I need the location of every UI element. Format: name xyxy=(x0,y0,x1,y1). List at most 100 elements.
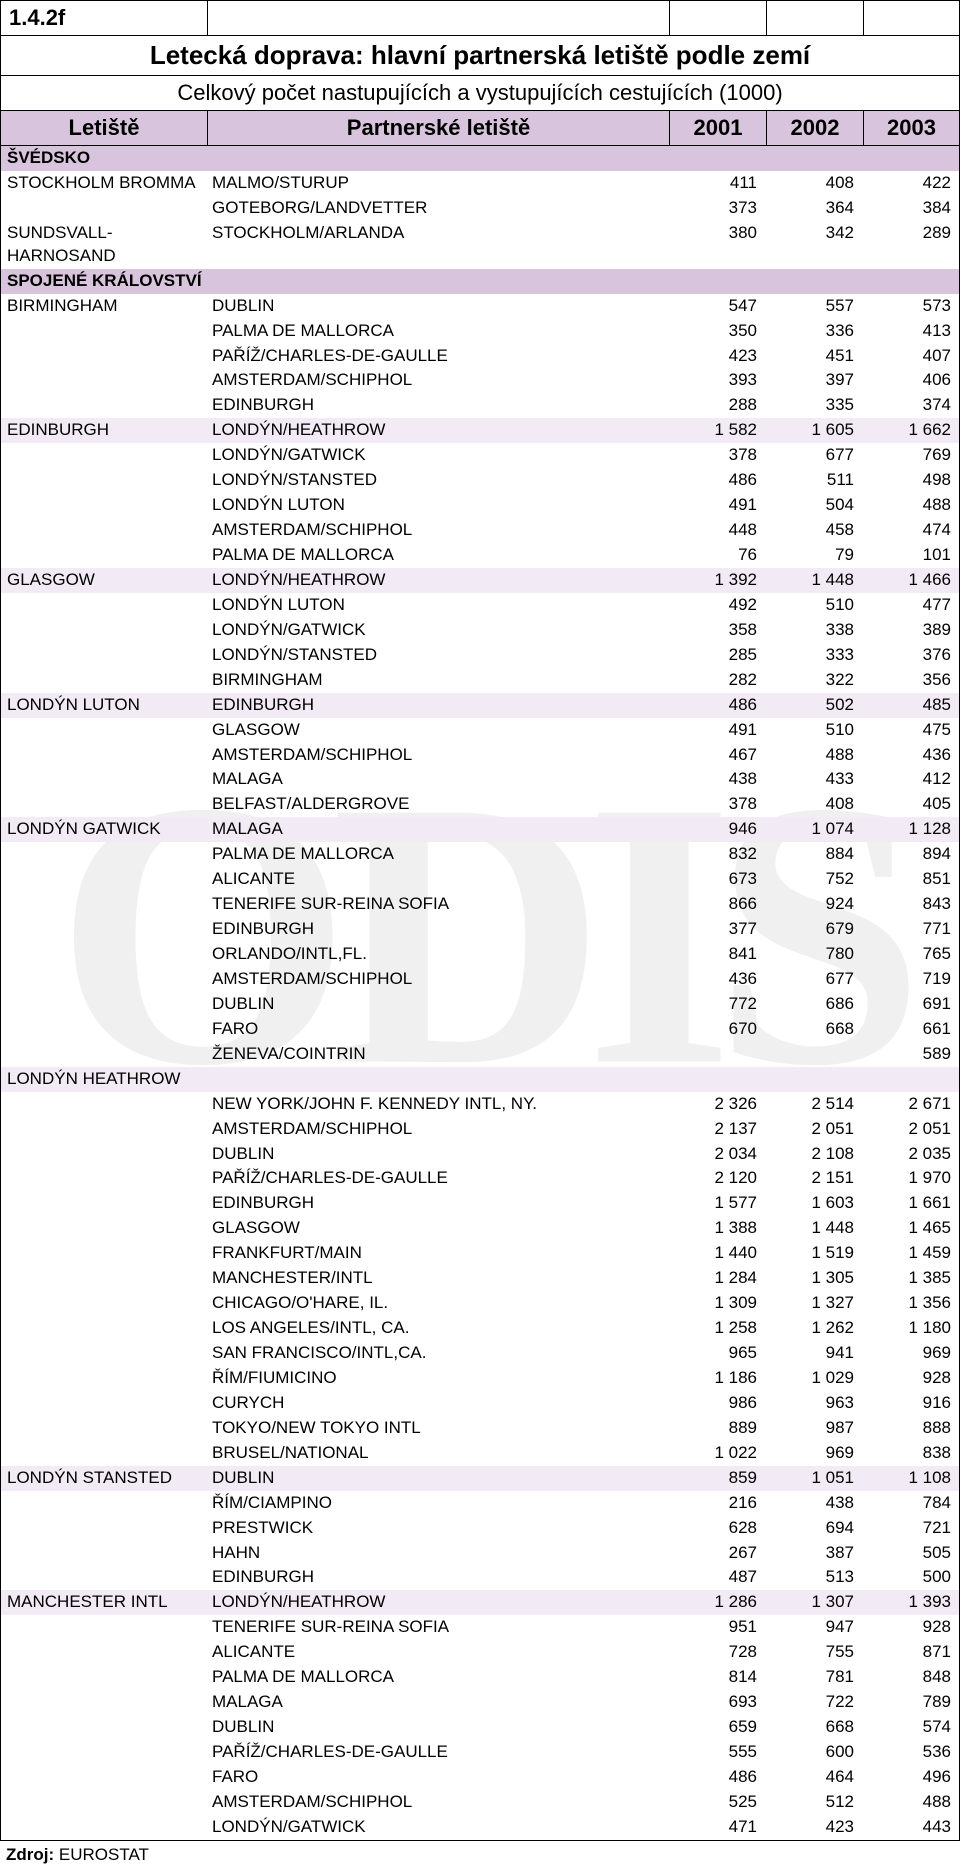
cell-airport: ŠVÉDSKO xyxy=(1,146,208,171)
cell-2002: 2 051 xyxy=(767,1117,864,1142)
cell-2002: 781 xyxy=(767,1665,864,1690)
cell-airport xyxy=(1,1117,208,1142)
cell-2002: 423 xyxy=(767,1815,864,1840)
cell-2002 xyxy=(767,269,864,294)
table-row: EDINBURGH487513500 xyxy=(1,1565,959,1590)
cell-partner: DUBLIN xyxy=(208,1715,670,1740)
cell-2003: 691 xyxy=(864,992,959,1017)
cell-2002: 963 xyxy=(767,1391,864,1416)
cell-2001: 377 xyxy=(670,917,767,942)
cell-2003: 1 180 xyxy=(864,1316,959,1341)
cell-2002: 336 xyxy=(767,319,864,344)
cell-partner: EDINBURGH xyxy=(208,693,670,718)
table-row: GLASGOW491510475 xyxy=(1,718,959,743)
cell-partner: AMSTERDAM/SCHIPHOL xyxy=(208,1117,670,1142)
cell-2001: 866 xyxy=(670,892,767,917)
cell-2003: 384 xyxy=(864,196,959,221)
cell-2002: 694 xyxy=(767,1516,864,1541)
cell-2002: 668 xyxy=(767,1715,864,1740)
cell-2002: 1 029 xyxy=(767,1366,864,1391)
cell-partner xyxy=(208,269,670,294)
cell-2003: 589 xyxy=(864,1042,959,1067)
table-row: ŽENEVA/COINTRIN589 xyxy=(1,1042,959,1067)
cell-airport xyxy=(1,1715,208,1740)
cell-airport xyxy=(1,1166,208,1191)
cell-2003: 289 xyxy=(864,221,959,269)
cell-partner: BRUSEL/NATIONAL xyxy=(208,1441,670,1466)
cell-2002: 722 xyxy=(767,1690,864,1715)
cell-2001: 728 xyxy=(670,1640,767,1665)
cell-airport: GLASGOW xyxy=(1,568,208,593)
cell-2003: 928 xyxy=(864,1366,959,1391)
code-empty-4 xyxy=(767,1,864,35)
table-row: DUBLIN2 0342 1082 035 xyxy=(1,1142,959,1167)
table-row: SUNDSVALL-HARNOSANDSTOCKHOLM/ARLANDA3803… xyxy=(1,221,959,269)
cell-2003: 406 xyxy=(864,368,959,393)
cell-2002: 408 xyxy=(767,792,864,817)
table-row: PALMA DE MALLORCA350336413 xyxy=(1,319,959,344)
cell-2002: 1 448 xyxy=(767,1216,864,1241)
cell-partner: GLASGOW xyxy=(208,1216,670,1241)
cell-airport xyxy=(1,743,208,768)
cell-airport xyxy=(1,344,208,369)
cell-2003: 661 xyxy=(864,1017,959,1042)
cell-partner: DUBLIN xyxy=(208,1466,670,1491)
cell-partner: EDINBURGH xyxy=(208,1565,670,1590)
table-row: FARO486464496 xyxy=(1,1765,959,1790)
table-row: LONDÝN/STANSTED285333376 xyxy=(1,643,959,668)
cell-partner: MALMO/STURUP xyxy=(208,171,670,196)
table-row: LONDÝN LUTONEDINBURGH486502485 xyxy=(1,693,959,718)
cell-2002: 969 xyxy=(767,1441,864,1466)
cell-partner: NEW YORK/JOHN F. KENNEDY INTL, NY. xyxy=(208,1092,670,1117)
cell-partner: TOKYO/NEW TOKYO INTL xyxy=(208,1416,670,1441)
cell-partner: FARO xyxy=(208,1017,670,1042)
cell-partner: SAN FRANCISCO/INTL,CA. xyxy=(208,1341,670,1366)
cell-2002: 2 514 xyxy=(767,1092,864,1117)
cell-airport: LONDÝN GATWICK xyxy=(1,817,208,842)
cell-2002: 335 xyxy=(767,393,864,418)
cell-airport xyxy=(1,1541,208,1566)
cell-2001: 2 034 xyxy=(670,1142,767,1167)
cell-airport xyxy=(1,443,208,468)
cell-2001: 486 xyxy=(670,693,767,718)
cell-airport xyxy=(1,196,208,221)
cell-2003: 789 xyxy=(864,1690,959,1715)
cell-2002: 557 xyxy=(767,294,864,319)
cell-2001: 373 xyxy=(670,196,767,221)
cell-2003: 536 xyxy=(864,1740,959,1765)
cell-2003: 769 xyxy=(864,443,959,468)
cell-partner xyxy=(208,146,670,171)
document-code: 1.4.2f xyxy=(1,1,208,35)
cell-2001 xyxy=(670,1067,767,1092)
cell-airport xyxy=(1,1491,208,1516)
cell-2002: 1 305 xyxy=(767,1266,864,1291)
cell-airport xyxy=(1,1615,208,1640)
cell-airport xyxy=(1,618,208,643)
cell-2003: 2 051 xyxy=(864,1117,959,1142)
cell-airport: SPOJENÉ KRÁLOVSTVÍ xyxy=(1,269,208,294)
cell-2001: 525 xyxy=(670,1790,767,1815)
cell-2001: 492 xyxy=(670,593,767,618)
cell-partner: GOTEBORG/LANDVETTER xyxy=(208,196,670,221)
cell-2002: 511 xyxy=(767,468,864,493)
cell-2002: 333 xyxy=(767,643,864,668)
cell-2002: 387 xyxy=(767,1541,864,1566)
cell-2001: 378 xyxy=(670,443,767,468)
cell-2002 xyxy=(767,1067,864,1092)
cell-2001 xyxy=(670,269,767,294)
table-row: LONDÝN/GATWICK358338389 xyxy=(1,618,959,643)
table-row: PAŘÍŽ/CHARLES-DE-GAULLE423451407 xyxy=(1,344,959,369)
cell-airport xyxy=(1,518,208,543)
table-row: MALAGA438433412 xyxy=(1,767,959,792)
table-row: LOS ANGELES/INTL, CA.1 2581 2621 180 xyxy=(1,1316,959,1341)
cell-partner: TENERIFE SUR-REINA SOFIA xyxy=(208,892,670,917)
cell-2002: 510 xyxy=(767,593,864,618)
cell-2001: 471 xyxy=(670,1815,767,1840)
cell-2003: 496 xyxy=(864,1765,959,1790)
cell-2001: 1 284 xyxy=(670,1266,767,1291)
cell-2002: 338 xyxy=(767,618,864,643)
cell-airport xyxy=(1,468,208,493)
cell-2003: 1 108 xyxy=(864,1466,959,1491)
cell-2001: 2 326 xyxy=(670,1092,767,1117)
table-row: BELFAST/ALDERGROVE378408405 xyxy=(1,792,959,817)
